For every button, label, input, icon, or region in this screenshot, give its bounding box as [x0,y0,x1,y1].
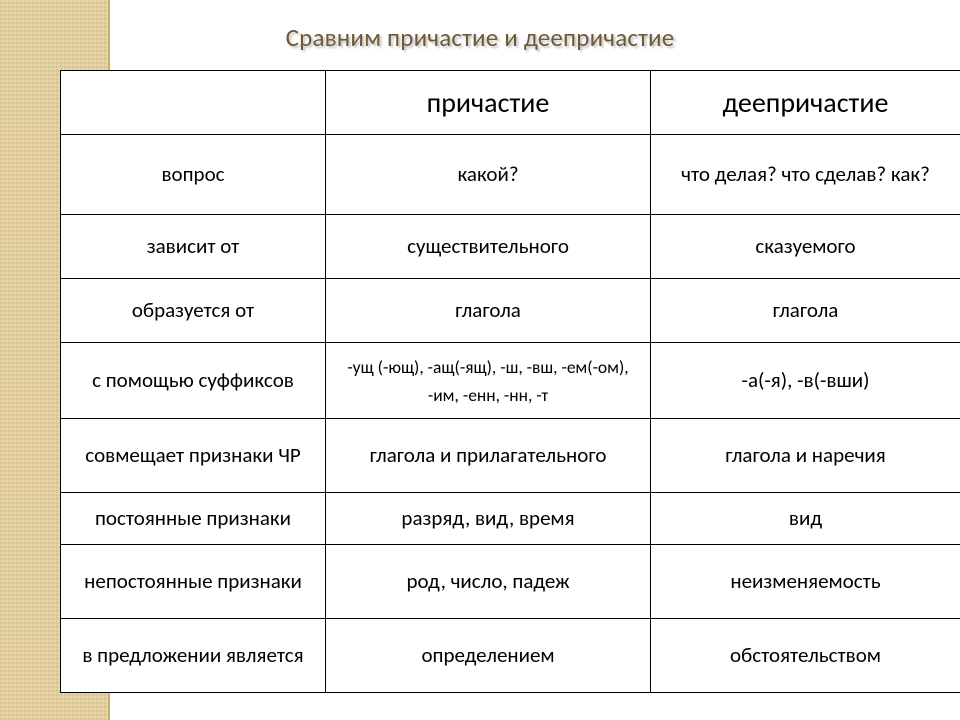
cell: какой? [326,135,651,215]
cell: вид [651,493,960,545]
comparison-table: причастие деепричастие вопрос какой? что… [60,70,960,693]
page-title: Сравним причастие и деепричастие [0,22,960,53]
table-row: постоянные признаки разряд, вид, время в… [61,493,960,545]
table-row: непостоянные признаки род, число, падеж … [61,545,960,619]
cell: неизменяемость [651,545,960,619]
cell: глагола и прилагательного [326,419,651,493]
cell: глагола и наречия [651,419,960,493]
table-row: вопрос какой? что делая? что сделав? как… [61,135,960,215]
table-row: образуется от глагола глагола [61,279,960,343]
cell: глагола [326,279,651,343]
table-row: совмещает признаки ЧР глагола и прилагат… [61,419,960,493]
row-label: совмещает признаки ЧР [61,419,326,493]
cell: глагола [651,279,960,343]
cell: существительного [326,215,651,279]
row-label: непостоянные признаки [61,545,326,619]
cell: определением [326,619,651,693]
row-label: образуется от [61,279,326,343]
cell: -а(-я), -в(-вши) [651,343,960,419]
cell: обстоятельством [651,619,960,693]
cell: -ущ (-ющ), -ащ(-ящ), -ш, -вш, -ем(-ом), … [326,343,651,419]
cell: сказуемого [651,215,960,279]
row-label: с помощью суффиксов [61,343,326,419]
table-row: в предложении является определением обст… [61,619,960,693]
table-row: зависит от существительного сказуемого [61,215,960,279]
row-label: вопрос [61,135,326,215]
comparison-table-container: причастие деепричастие вопрос какой? что… [60,70,960,693]
table-row: с помощью суффиксов -ущ (-ющ), -ащ(-ящ),… [61,343,960,419]
cell: что делая? что сделав? как? [651,135,960,215]
header-blank [61,71,326,135]
header-col-1: причастие [326,71,651,135]
row-label: зависит от [61,215,326,279]
row-label: в предложении является [61,619,326,693]
cell: разряд, вид, время [326,493,651,545]
header-col-2: деепричастие [651,71,960,135]
cell: род, число, падеж [326,545,651,619]
row-label: постоянные признаки [61,493,326,545]
table-header-row: причастие деепричастие [61,71,960,135]
